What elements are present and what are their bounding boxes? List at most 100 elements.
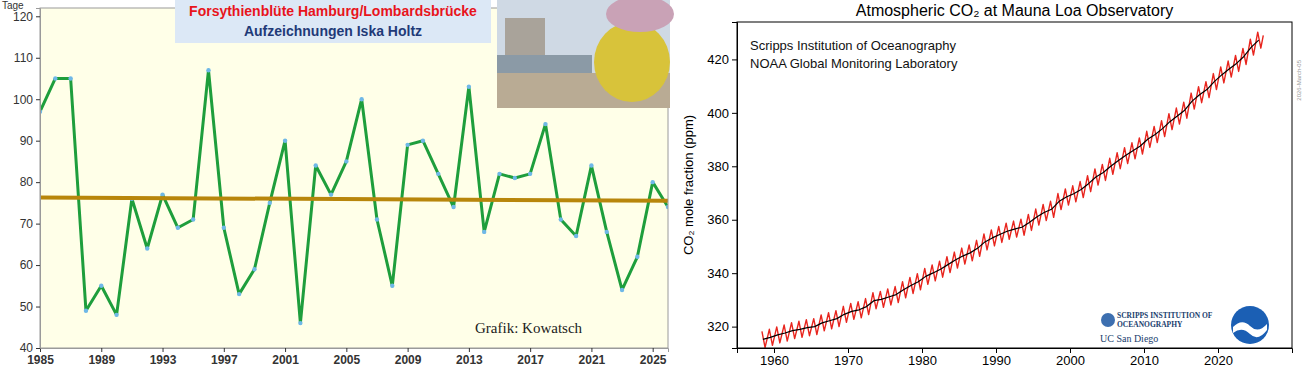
x-tick-label: 2025 [640, 353, 667, 367]
annotation: Grafik: Kowatsch [475, 320, 583, 336]
data-line [40, 70, 668, 323]
tick-mark [469, 348, 470, 352]
data-point [84, 308, 88, 312]
x-tick: 2025 [640, 348, 667, 367]
title-box [175, 0, 491, 43]
tick-mark [732, 113, 737, 114]
chart-root: 1985198919931997200120052009201320172021… [0, 0, 1304, 376]
data-point [268, 201, 272, 205]
x-tick: 2005 [333, 348, 360, 367]
y-tick-label: 90 [20, 134, 34, 148]
y-tick-label: 340 [707, 266, 729, 281]
tick-mark [101, 348, 102, 352]
x-tick-label: 2021 [579, 353, 606, 367]
y-tick-label: 320 [707, 319, 729, 334]
data-point [482, 230, 486, 234]
data-point [375, 217, 379, 221]
x-tick-label: 2001 [272, 353, 299, 367]
photo-tree [606, 0, 674, 32]
date-stamp: 2026-March-05 [1296, 59, 1302, 100]
tick-mark [530, 348, 531, 352]
x-tick: 2021 [579, 348, 606, 367]
tick-mark [732, 220, 737, 221]
data-point [68, 76, 72, 80]
y-tick-label: 110 [14, 51, 33, 65]
logo-mark [1101, 313, 1115, 327]
x-tick-label: 2009 [395, 353, 422, 367]
x-tick: 2013 [456, 348, 483, 367]
y-tick: 420 [707, 52, 737, 67]
plot-background [40, 8, 668, 348]
title: Forsythienblüte Hamburg/Lombardsbrücke [189, 3, 477, 19]
photo-bush [594, 22, 670, 102]
y-tick: 320 [707, 319, 737, 334]
tick-mark [732, 59, 737, 60]
x-tick-label: 2017 [517, 353, 544, 367]
tick-mark [36, 99, 40, 100]
data-point [283, 138, 287, 142]
axis-line [732, 23, 738, 349]
y-tick: 400 [707, 106, 737, 121]
x-tick-label: 2020 [1204, 353, 1233, 368]
axis-line [36, 9, 41, 349]
data-point [620, 288, 624, 292]
x-tick: 1960 [760, 348, 789, 368]
x-tick: 1980 [908, 348, 937, 368]
x-tick-label: 1989 [88, 353, 115, 367]
data-point [559, 217, 563, 221]
y-tick-label: 360 [707, 212, 729, 227]
y-axis-label: Tage [2, 0, 24, 11]
data-point [543, 122, 547, 126]
y-axis: 320340360380400420 [707, 23, 737, 349]
data-line [763, 40, 1259, 339]
x-tick: 2020 [1204, 348, 1233, 368]
plot-area [40, 68, 668, 325]
y-tick: 90 [20, 134, 40, 148]
x-tick-label: 1980 [908, 353, 937, 368]
tick-mark [36, 348, 40, 349]
y-tick: 70 [20, 217, 40, 231]
x-tick: 1997 [211, 348, 238, 367]
data-point [359, 97, 363, 101]
annotation: NOAA Global Monitoring Laboratory [750, 56, 958, 71]
tick-mark [591, 348, 592, 352]
y-tick: 120 [13, 10, 40, 24]
chart-panel: 1960197019801990200020102020320340360380… [681, 2, 1302, 368]
x-tick-label: 2000 [1056, 353, 1085, 368]
data-point [206, 68, 210, 72]
data-point [390, 284, 394, 288]
x-tick-label: 2013 [456, 353, 483, 367]
y-tick-label: 60 [20, 258, 34, 272]
y-tick: 60 [20, 258, 40, 272]
tick-mark [732, 273, 737, 274]
data-point [467, 85, 471, 89]
photo-water [497, 55, 592, 73]
tick-mark [346, 348, 347, 352]
data-point [53, 76, 57, 80]
y-axis: 405060708090100110120 [13, 9, 41, 356]
logo-text: OCEANOGRAPHY [1117, 320, 1183, 329]
y-tick: 340 [707, 266, 737, 281]
tick-mark [36, 265, 40, 266]
y-tick-label: 400 [707, 106, 729, 121]
data-point [160, 192, 164, 196]
data-point [405, 143, 409, 147]
y-tick: 40 [20, 341, 40, 355]
data-point [436, 172, 440, 176]
tick-mark [36, 224, 40, 225]
tick-mark [408, 348, 409, 352]
data-point [513, 176, 517, 180]
data-point [222, 226, 226, 230]
data-point [237, 292, 241, 296]
data-point [421, 138, 425, 142]
data-point [314, 163, 318, 167]
x-tick-label: 1993 [150, 353, 177, 367]
x-tick-label: 2005 [333, 353, 360, 367]
chart-svg: 1985198919931997200120052009201320172021… [0, 0, 1304, 376]
data-point [528, 172, 532, 176]
axis-line [41, 349, 669, 353]
data-point [605, 230, 609, 234]
data-point [451, 205, 455, 209]
x-tick: 1990 [982, 348, 1011, 368]
x-tick-label: 1970 [834, 353, 863, 368]
